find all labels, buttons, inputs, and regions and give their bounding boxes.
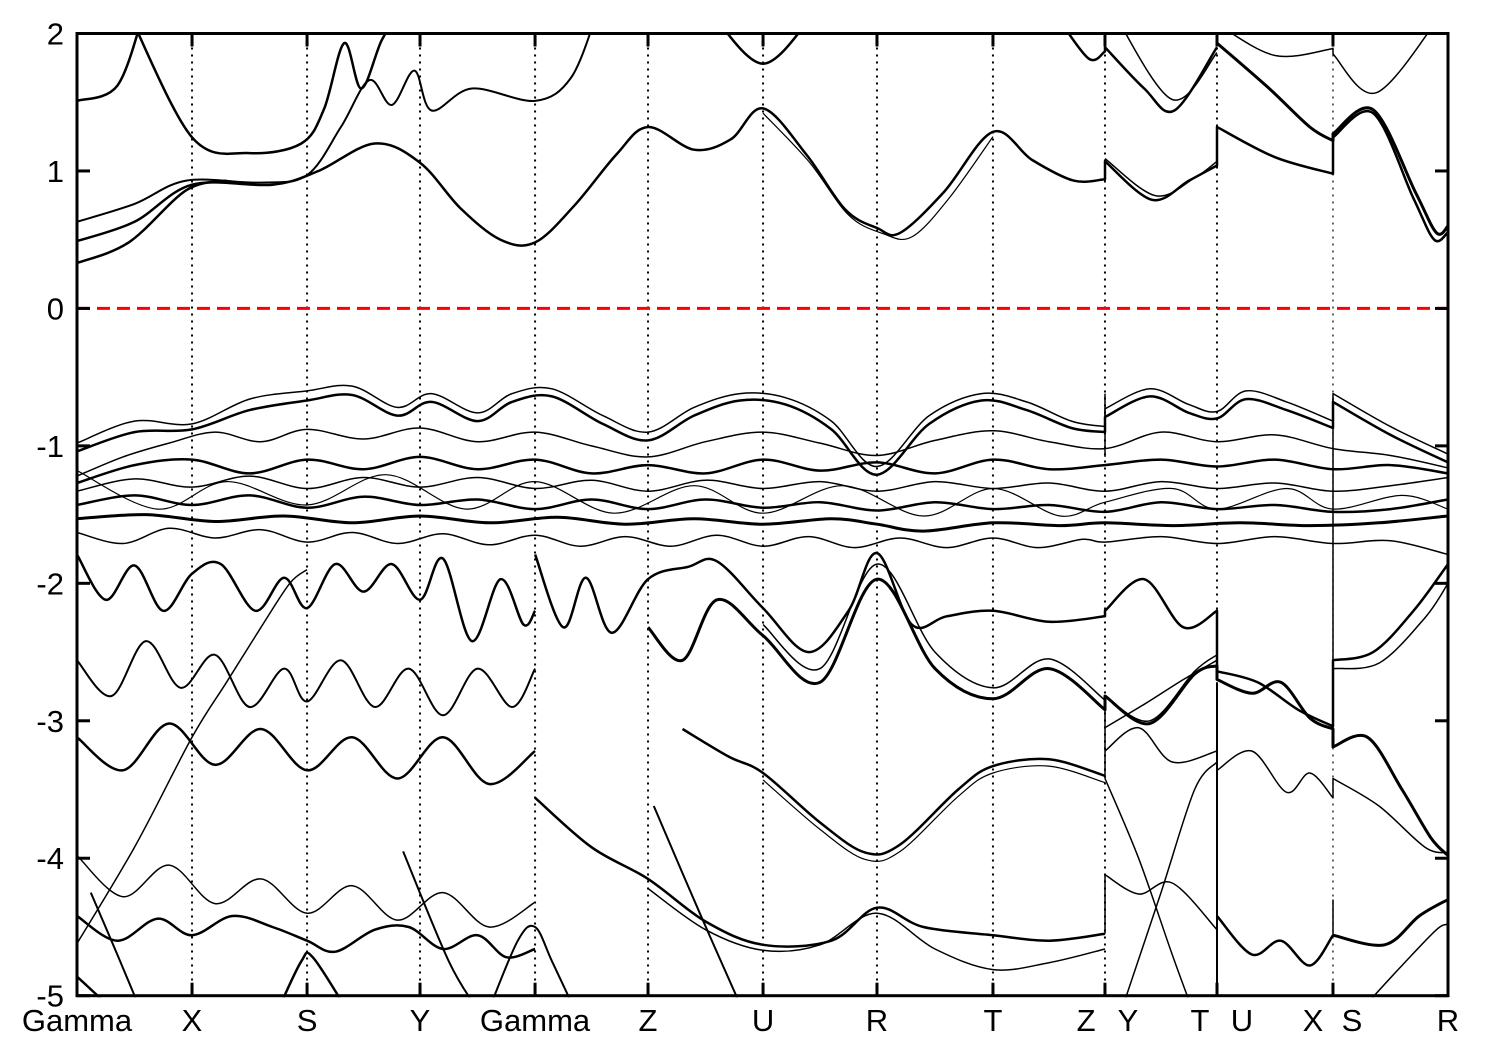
energy-band xyxy=(1371,923,1448,998)
energy-band xyxy=(77,568,308,944)
energy-band xyxy=(724,32,801,65)
energy-band xyxy=(1125,761,1218,998)
energy-band xyxy=(77,179,227,265)
k-point-label: T xyxy=(983,1003,1002,1038)
k-point-label: R xyxy=(866,1003,888,1038)
k-point-label: Z xyxy=(1077,1003,1096,1038)
energy-band xyxy=(646,577,1448,857)
energy-band xyxy=(1216,915,1335,967)
energy-band xyxy=(1332,582,1448,670)
energy-band xyxy=(492,924,570,998)
k-point-label: S xyxy=(1342,1003,1363,1038)
k-point-label: Z xyxy=(639,1003,658,1038)
energy-band xyxy=(762,765,1106,862)
k-point-label: U xyxy=(752,1003,774,1038)
energy-band xyxy=(1104,874,1218,931)
k-point-label: R xyxy=(1437,1003,1459,1038)
k-point-label: U xyxy=(1231,1003,1253,1038)
energy-band xyxy=(136,32,388,156)
y-axis-tick-label: -1 xyxy=(36,429,64,464)
energy-band xyxy=(681,727,1106,856)
y-axis-tick-label: 0 xyxy=(47,291,64,326)
energy-band xyxy=(647,887,1106,971)
energy-band xyxy=(1104,157,1218,197)
k-point-label: S xyxy=(297,1003,318,1038)
energy-band xyxy=(1104,659,1218,729)
energy-band xyxy=(77,470,1448,517)
k-point-label: Y xyxy=(1118,1003,1139,1038)
energy-band xyxy=(533,551,1448,728)
energy-band xyxy=(762,563,1106,701)
energy-band xyxy=(1332,898,1448,947)
energy-band xyxy=(77,553,537,643)
energy-band xyxy=(77,455,1448,485)
y-axis-tick-label: -2 xyxy=(36,566,64,601)
energy-band xyxy=(1228,32,1430,95)
energy-band xyxy=(77,32,592,223)
energy-band xyxy=(77,384,1448,468)
energy-band xyxy=(77,914,536,959)
k-point-label: T xyxy=(1191,1003,1210,1038)
k-point-label: Gamma xyxy=(22,1003,133,1038)
energy-band xyxy=(77,640,536,717)
energy-band xyxy=(77,854,536,928)
energy-band xyxy=(77,32,140,103)
y-axis-tick-label: -3 xyxy=(36,704,64,739)
energy-band xyxy=(1066,32,1219,114)
energy-band xyxy=(77,475,1448,492)
energy-band xyxy=(1104,778,1189,998)
energy-band xyxy=(282,951,341,998)
energy-band xyxy=(1104,654,1218,722)
energy-band xyxy=(77,722,536,786)
bands-group xyxy=(77,32,1448,998)
y-axis-tick-label: -4 xyxy=(36,841,64,876)
energy-band xyxy=(77,393,1448,476)
k-point-label: X xyxy=(182,1003,203,1038)
energy-band xyxy=(1104,726,1448,854)
k-point-label: Gamma xyxy=(480,1003,591,1038)
k-point-label: Y xyxy=(410,1003,431,1038)
energy-band xyxy=(77,107,1448,247)
energy-band xyxy=(762,112,994,240)
energy-band xyxy=(402,851,471,998)
y-axis-tick-label: 1 xyxy=(47,154,64,189)
energy-band xyxy=(652,805,739,998)
y-axis-tick-label: 2 xyxy=(47,17,64,52)
energy-band xyxy=(77,527,1448,556)
energy-band xyxy=(1216,41,1448,236)
y-axis-tick-label: -5 xyxy=(36,979,64,1014)
energy-band xyxy=(77,513,1448,533)
k-point-label: X xyxy=(1303,1003,1324,1038)
energy-band xyxy=(77,427,1448,477)
